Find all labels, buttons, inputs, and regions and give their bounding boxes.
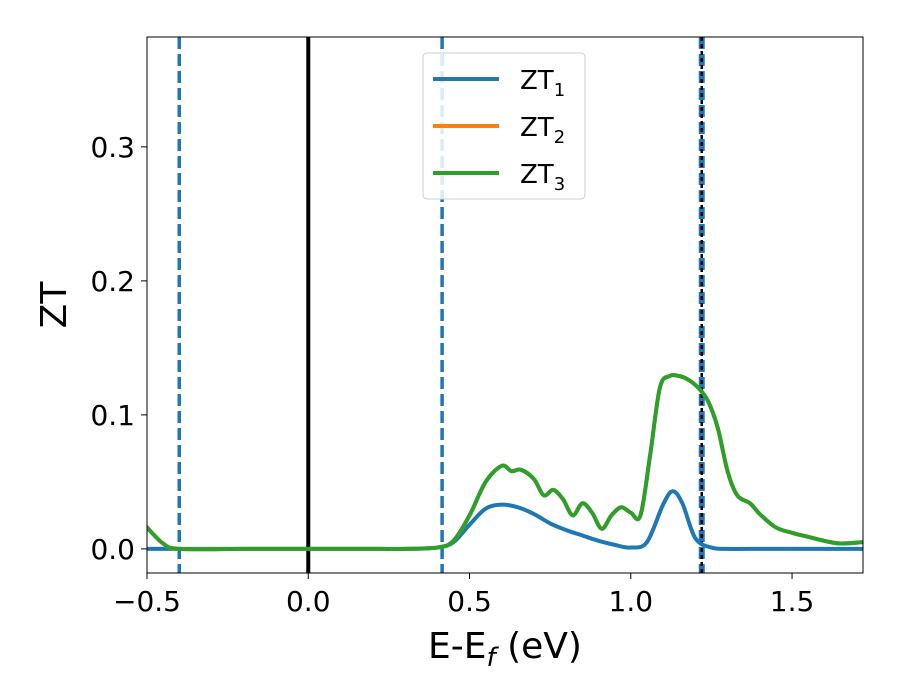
x-tick-label: 0.0 (286, 585, 331, 618)
y-axis-ticks: 0.0 0.1 0.2 0.3 (90, 131, 147, 566)
series-line-zt2 (147, 372, 863, 552)
legend-label-zt1: ZT1 (520, 66, 565, 101)
legend-label-zt2: ZT2 (520, 113, 565, 148)
x-tick-label: −0.5 (113, 585, 181, 618)
y-tick-label: 0.3 (90, 131, 135, 164)
y-tick-label: 0.0 (90, 533, 135, 566)
x-axis-ticks: −0.5 0.0 0.5 1.0 1.5 (113, 573, 815, 618)
y-tick-label: 0.1 (90, 399, 135, 432)
x-axis-label: E-Ef (eV) (428, 626, 582, 673)
y-tick-label: 0.2 (90, 265, 135, 298)
series-line-zt3 (147, 372, 863, 552)
legend: ZT1 ZT2 ZT3 (422, 52, 586, 200)
series-lines (147, 372, 863, 552)
y-axis-label: ZT (34, 281, 75, 329)
x-tick-label: 1.5 (770, 585, 815, 618)
legend-box (422, 52, 586, 200)
x-tick-label: 0.5 (447, 585, 492, 618)
series-line-zt1 (147, 489, 863, 551)
legend-label-zt3: ZT3 (520, 160, 565, 195)
x-tick-label: 1.0 (609, 585, 654, 618)
plot-frame (146, 36, 864, 574)
